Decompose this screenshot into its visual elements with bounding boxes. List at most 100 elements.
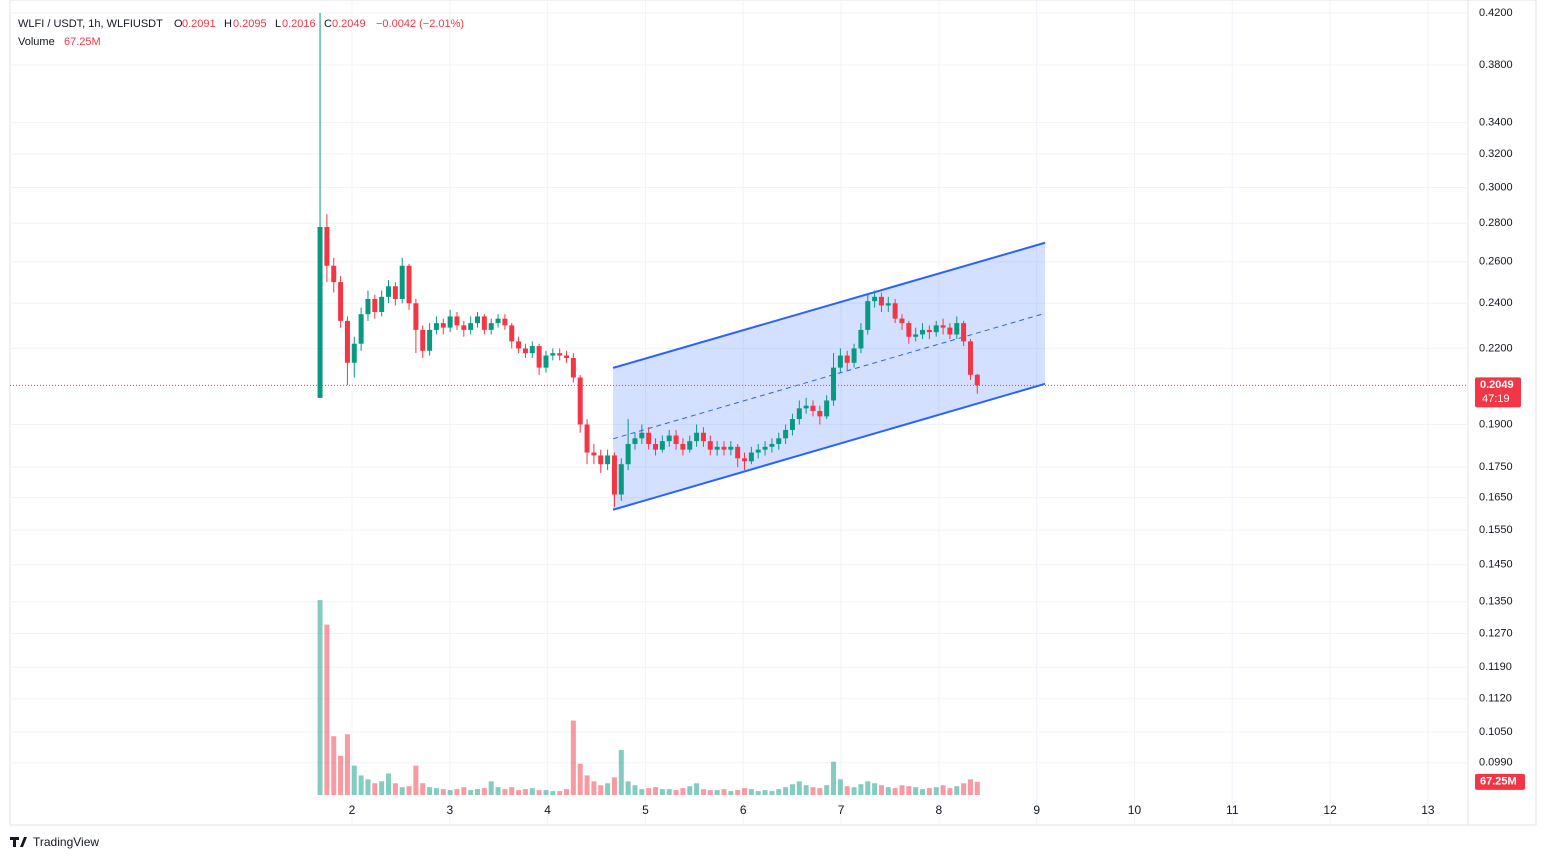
candle-body	[961, 323, 967, 342]
candle-body	[707, 441, 713, 450]
y-tick-label: 0.1050	[1479, 726, 1513, 738]
y-tick-label: 0.2600	[1479, 256, 1513, 268]
marks	[317, 12, 980, 795]
volume-bar	[522, 789, 528, 795]
volume-bar	[803, 785, 809, 795]
volume-bar	[920, 789, 926, 795]
candle-body	[844, 355, 850, 363]
volume-bar	[365, 779, 371, 795]
volume-bar	[420, 783, 426, 795]
x-tick-label: 11	[1226, 803, 1239, 817]
volume-bar	[509, 787, 515, 795]
volume-bar	[529, 788, 535, 795]
low-value: 0.2016	[282, 18, 316, 30]
candle-body	[625, 443, 631, 465]
volume-bar	[584, 775, 590, 795]
channel-lower	[612, 382, 1046, 511]
logo-icon	[10, 837, 27, 847]
volume-bar	[433, 788, 439, 795]
volume-bar	[481, 788, 487, 795]
candle-body	[789, 419, 795, 430]
volume-bar	[694, 783, 700, 795]
candle-body	[967, 341, 973, 375]
volume-bar	[954, 786, 960, 795]
symbol: WLFI / USDT, 1h, WLFIUSDT	[18, 18, 163, 30]
candle-body	[735, 446, 741, 459]
candle-body	[557, 353, 563, 356]
candle-body	[974, 374, 980, 386]
candle-body	[338, 282, 344, 321]
y-tick-label: 0.2400	[1479, 297, 1513, 309]
candle-body	[344, 320, 350, 363]
logo: TradingView	[10, 835, 99, 849]
candle-body	[947, 327, 953, 335]
candle-body	[468, 323, 474, 330]
l-label: L	[275, 18, 281, 30]
y-tick-label: 0.3400	[1479, 116, 1513, 128]
candle-body	[564, 355, 570, 358]
candle-body	[769, 443, 775, 447]
volume-bar	[570, 720, 576, 795]
candle-body	[810, 405, 816, 412]
candle-body	[516, 341, 522, 349]
candle-body	[865, 301, 871, 330]
open-value: 0.2091	[182, 18, 216, 30]
candle-body	[413, 303, 419, 330]
y-tick-label: 0.3800	[1479, 59, 1513, 71]
volume-bar	[926, 788, 932, 795]
volume-bar	[488, 781, 494, 795]
volume-bar	[844, 786, 850, 795]
volume-bar	[913, 787, 919, 795]
candle-body	[440, 323, 446, 328]
candle-body	[954, 323, 960, 335]
channel-upper	[612, 241, 1046, 369]
candle-body	[700, 432, 706, 442]
volume-bar	[338, 755, 344, 795]
volume-bar	[735, 790, 741, 795]
volume-bar	[611, 777, 617, 795]
candle-body	[502, 318, 508, 326]
volume-bar	[700, 789, 706, 795]
x-tick-label: 6	[740, 803, 747, 817]
candle-body	[714, 446, 720, 450]
countdown: 47:19	[1482, 393, 1510, 405]
candle-body	[584, 424, 590, 453]
volume-bar	[789, 784, 795, 795]
high-value: 0.2095	[233, 18, 267, 30]
candle-body	[461, 325, 467, 330]
candle-body	[447, 316, 453, 328]
y-tick-label: 0.1900	[1479, 418, 1513, 430]
y-tick-label: 0.1270	[1479, 627, 1513, 639]
volume-bar	[557, 791, 563, 795]
candle-body	[796, 408, 802, 420]
candle-body	[940, 325, 946, 328]
volume-bar	[906, 786, 912, 795]
volume-bar	[632, 785, 638, 795]
volume-bar	[386, 773, 392, 795]
o-label: O	[174, 18, 183, 30]
volume-bar	[899, 785, 905, 795]
candle-body	[550, 353, 556, 356]
candle-body	[831, 367, 837, 401]
volume-bar	[605, 783, 611, 795]
h-label: H	[224, 18, 232, 30]
candle-body	[420, 329, 426, 351]
volume-bar	[810, 787, 816, 795]
last-price-label: 0.2049	[1480, 379, 1514, 391]
y-tick-label: 0.4200	[1479, 7, 1513, 19]
volume-bar	[878, 785, 884, 795]
volume-bar	[598, 785, 604, 795]
candle-body	[926, 329, 932, 333]
volume-bar	[933, 787, 939, 795]
candle-body	[324, 227, 330, 266]
y-tick-label: 0.1650	[1479, 492, 1513, 504]
volume-bar	[762, 790, 768, 795]
volume-bar	[659, 789, 665, 795]
candle-body	[475, 316, 481, 324]
volume-bar	[961, 783, 967, 795]
y-tick-label: 0.1750	[1479, 461, 1513, 473]
volume-bar	[673, 790, 679, 795]
candle-body	[379, 296, 385, 312]
candle-body	[406, 265, 412, 304]
candle-body	[913, 334, 919, 337]
